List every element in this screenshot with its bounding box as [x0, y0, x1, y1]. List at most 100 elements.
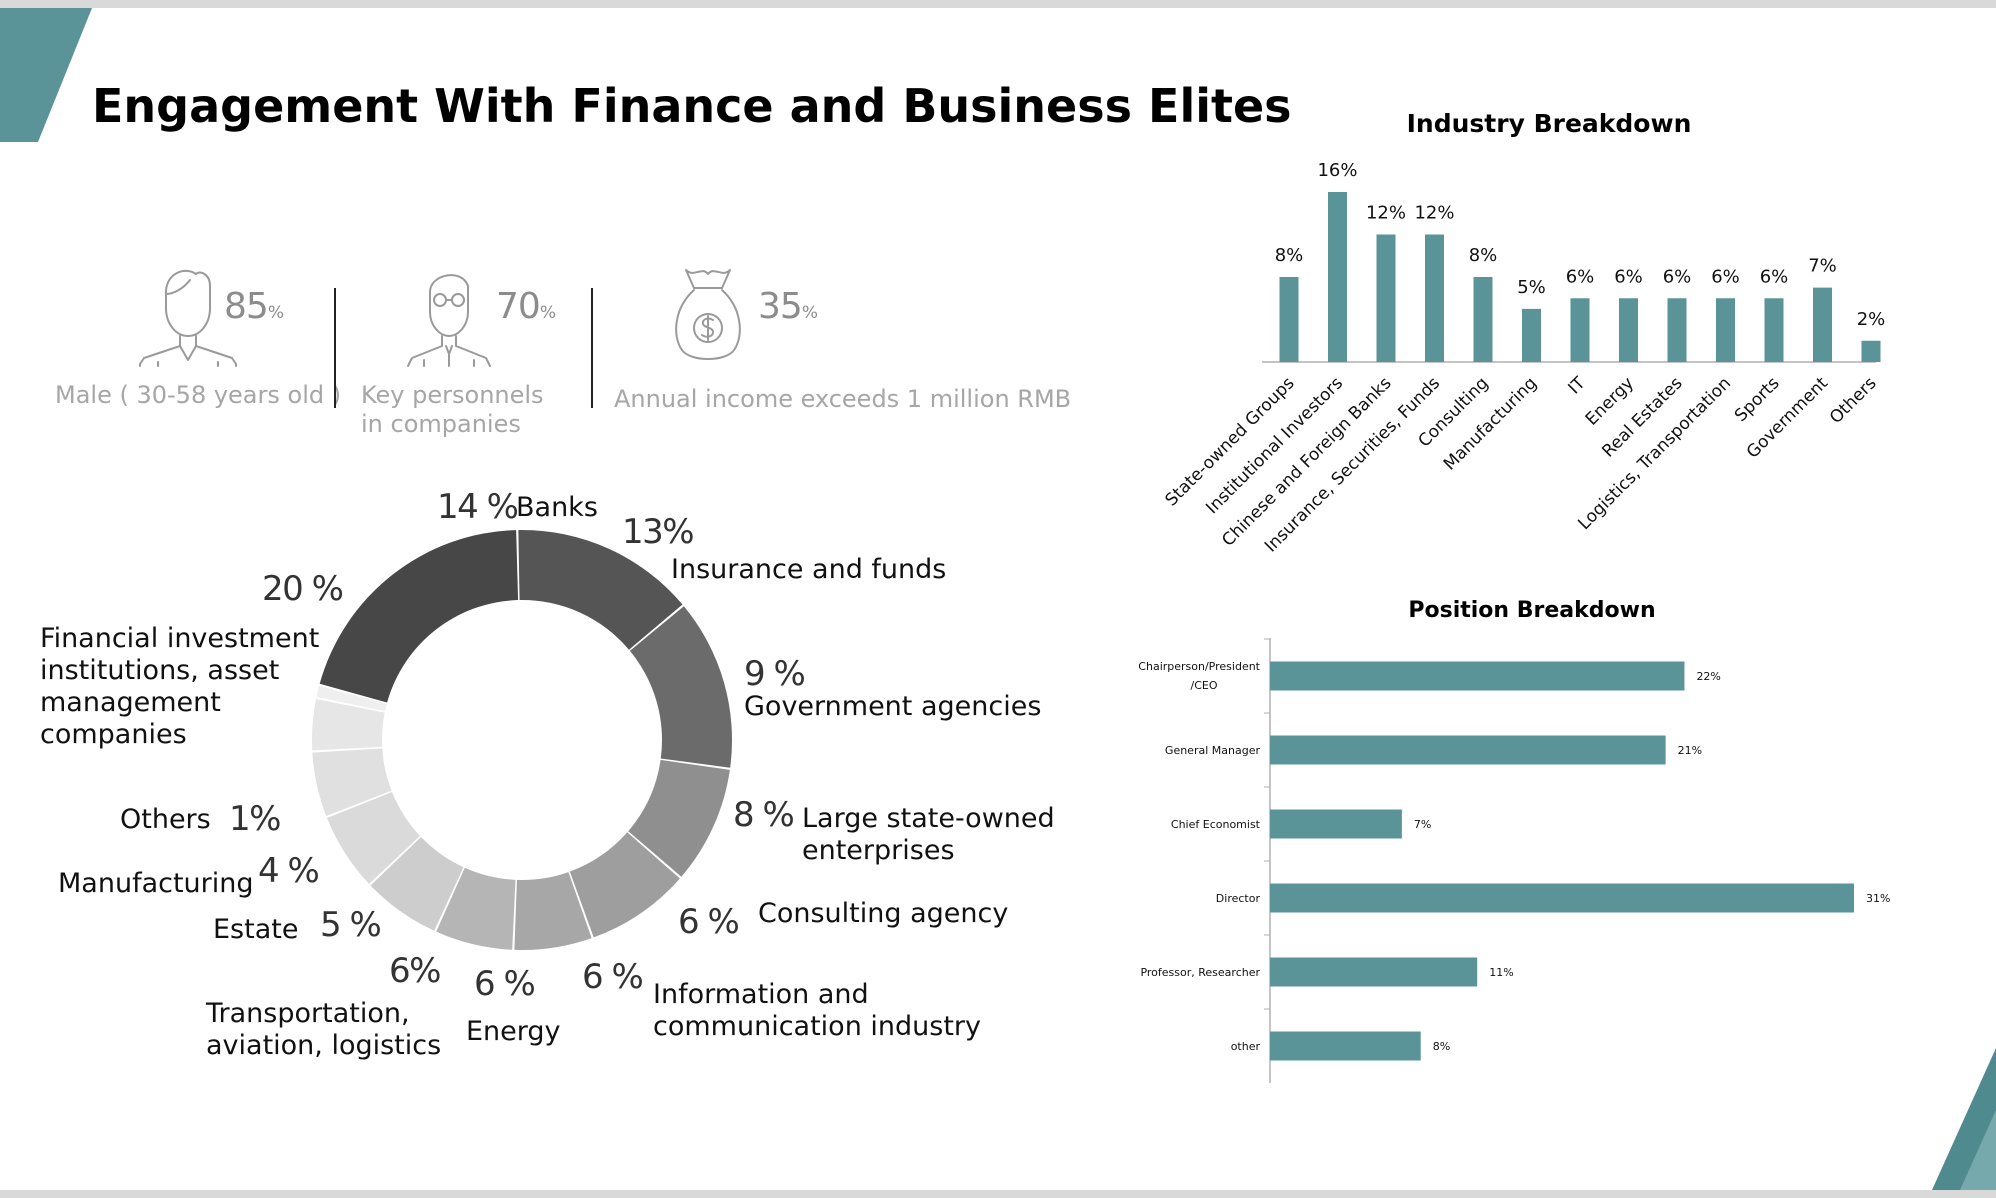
industry-bar	[1522, 308, 1541, 362]
industry-bar-value: 6%	[1663, 266, 1692, 287]
corner-accent-top-left	[0, 8, 92, 142]
donut-category-label: communication industry	[653, 1011, 981, 1042]
industry-bar-value: 2%	[1857, 309, 1886, 330]
position-bar	[1270, 957, 1478, 987]
donut-pct-label: 6 %	[582, 957, 642, 997]
industry-bar	[1328, 192, 1347, 362]
male-person-icon	[139, 269, 237, 367]
position-bar-value: 11%	[1489, 966, 1513, 979]
donut-slice	[319, 530, 519, 703]
donut-category-label: Others	[120, 804, 211, 835]
position-bar-value: 31%	[1866, 892, 1890, 905]
donut-category-label: aviation, logistics	[206, 1030, 441, 1061]
stat-label-male: Male ( 30-58 years old )	[55, 381, 341, 409]
donut-category-label: Insurance and funds	[671, 554, 946, 585]
stat-value-income: 35%	[758, 286, 818, 327]
donut-slice	[327, 792, 421, 884]
donut-pct-label: 1%	[229, 799, 280, 839]
industry-bar	[1570, 298, 1590, 362]
position-bar	[1270, 883, 1854, 913]
position-category-label: Chief Economist	[1171, 818, 1261, 831]
donut-category-label: Consulting agency	[758, 898, 1008, 929]
donut-pct-label: 20 %	[262, 569, 343, 609]
industry-bar	[1716, 298, 1735, 362]
industry-bar-value: 6%	[1566, 266, 1595, 287]
stats-row: 85% Male ( 30-58 years old ) 70% Key per…	[55, 269, 1071, 438]
stat-label-income: Annual income exceeds 1 million RMB	[614, 385, 1071, 413]
donut-pct-label: 9 %	[744, 654, 804, 694]
donut-slice	[514, 872, 592, 950]
industry-bar-value: 6%	[1614, 266, 1643, 287]
donut-slice	[312, 699, 385, 751]
businessman-glasses-icon	[407, 274, 491, 367]
slide-background	[0, 8, 1996, 1190]
donut-slice	[518, 530, 683, 650]
industry-bar-value: 12%	[1414, 203, 1454, 224]
industry-bar	[1473, 277, 1493, 362]
donut-category-label: Energy	[466, 1016, 561, 1047]
donut-category-label: Banks	[516, 492, 598, 523]
industry-bar-value: 12%	[1366, 203, 1406, 224]
position-bar-value: 22%	[1696, 670, 1720, 683]
industry-bar-value: 7%	[1808, 256, 1837, 277]
stat-label-key-personnel-line2: in companies	[361, 410, 521, 438]
position-bar	[1270, 1031, 1421, 1061]
donut-pct-label: 13%	[622, 512, 693, 552]
position-category-label: Director	[1216, 892, 1261, 905]
position-category-label: Professor, Researcher	[1140, 966, 1260, 979]
donut-pct-label: 6 %	[678, 902, 738, 942]
position-bar-value: 21%	[1678, 744, 1702, 757]
industry-bar-value: 8%	[1275, 245, 1304, 266]
stat-value-key-personnel: 70%	[496, 286, 556, 327]
position-category-label: /CEO	[1191, 679, 1218, 692]
position-bar	[1270, 661, 1685, 691]
donut-category-label: Information and	[653, 979, 869, 1010]
position-chart-title: Position Breakdown	[1408, 598, 1655, 623]
industry-bar	[1425, 234, 1444, 362]
donut-category-label: Estate	[213, 914, 298, 945]
industry-bar	[1376, 234, 1396, 362]
industry-bar-value: 6%	[1760, 266, 1789, 287]
position-bar	[1270, 809, 1402, 839]
industry-bar	[1619, 298, 1638, 362]
donut-slice	[316, 685, 387, 712]
industry-bar-value: 5%	[1517, 277, 1546, 298]
industry-bar-value: 16%	[1317, 160, 1357, 181]
donut-slice	[569, 832, 680, 938]
donut-category-label: institutions, asset	[40, 655, 279, 686]
industry-bar-value: 8%	[1469, 245, 1498, 266]
donut-category-label: Large state-owned	[802, 803, 1055, 834]
position-category-label: Chairperson/President	[1138, 660, 1260, 673]
money-bag-icon	[675, 269, 741, 360]
industry-bar	[1279, 277, 1299, 362]
donut-slice	[312, 748, 392, 816]
position-bar-value: 7%	[1414, 818, 1431, 831]
position-category-label: other	[1231, 1040, 1261, 1053]
donut-category-label: Financial investment	[40, 623, 319, 654]
donut-slice	[436, 867, 516, 950]
position-category-label: General Manager	[1165, 744, 1261, 757]
donut-pct-label: 6 %	[474, 964, 534, 1004]
donut-category-label: enterprises	[802, 835, 955, 866]
page-title: Engagement With Finance and Business Eli…	[92, 79, 1292, 133]
donut-slice	[628, 759, 730, 877]
industry-bar	[1813, 287, 1832, 362]
industry-bar	[1667, 298, 1687, 362]
donut-category-label: Government agencies	[744, 691, 1041, 722]
industry-bar-value: 6%	[1711, 266, 1740, 287]
corner-accent-bottom-right-light	[1960, 1110, 1996, 1190]
donut-slice	[629, 606, 732, 768]
donut-category-label: companies	[40, 719, 187, 750]
donut-pct-label: 8 %	[733, 795, 793, 835]
position-bar-chart: 22% Chairperson/President/CEO 21% General M…	[1138, 638, 1890, 1083]
donut-chart	[312, 530, 732, 950]
industry-chart-title: Industry Breakdown	[1407, 109, 1692, 138]
industry-bar	[1764, 298, 1784, 362]
donut-category-label: Manufacturing	[58, 868, 254, 899]
donut-chart-labels: 14 %Banks 13%Insurance and funds 9 %Govern…	[40, 487, 1055, 1061]
donut-category-label: Transportation,	[205, 998, 410, 1029]
stat-value-male: 85%	[224, 286, 284, 327]
stat-label-key-personnel-line1: Key personnels	[361, 381, 544, 409]
position-bar-value: 8%	[1433, 1040, 1450, 1053]
